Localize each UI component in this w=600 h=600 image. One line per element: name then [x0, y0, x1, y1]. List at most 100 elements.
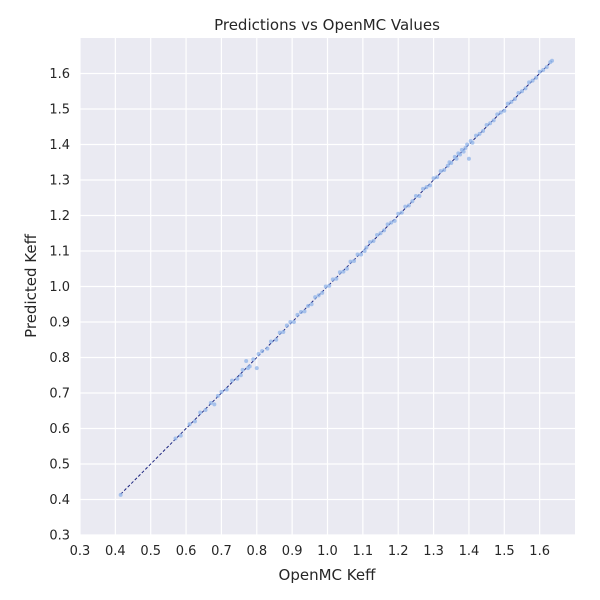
data-point — [291, 320, 296, 324]
y-axis-label: Predicted Keff — [22, 233, 40, 338]
y-tick-labels: 0.3 0.4 0.5 0.6 0.7 0.8 0.9 1.0 1.1 1.2 1.3 1.4 1.5 1… — [49, 67, 70, 544]
data-point — [484, 122, 489, 127]
data-point — [389, 220, 394, 225]
data-point — [327, 283, 332, 288]
y-tick-label: 1.1 — [49, 245, 70, 260]
data-point — [431, 176, 436, 181]
data-point — [208, 400, 213, 405]
data-point — [302, 309, 307, 314]
data-point — [410, 199, 415, 204]
data-point — [306, 304, 311, 309]
data-point — [260, 349, 265, 354]
data-point — [505, 101, 510, 106]
data-point — [470, 140, 475, 145]
data-point — [463, 146, 468, 151]
y-tick-label: 0.3 — [49, 529, 70, 544]
data-point — [268, 339, 273, 344]
data-point — [187, 422, 192, 427]
data-point — [235, 376, 240, 381]
data-point — [364, 245, 369, 250]
data-point — [495, 112, 500, 117]
data-point — [527, 80, 532, 85]
data-point — [288, 320, 293, 324]
data-point — [378, 231, 383, 236]
data-point — [537, 69, 542, 74]
x-axis-label: OpenMC Keff — [279, 566, 377, 584]
data-point — [461, 149, 466, 154]
data-point — [523, 86, 528, 91]
data-point — [438, 169, 443, 174]
data-point — [254, 366, 259, 371]
data-point — [481, 129, 486, 134]
data-point — [247, 364, 252, 369]
data-point — [454, 156, 459, 161]
data-point — [281, 329, 286, 334]
data-point — [477, 131, 482, 136]
data-point — [396, 211, 401, 216]
x-tick-label: 1.5 — [494, 544, 515, 559]
data-point — [445, 163, 450, 168]
data-point — [251, 357, 256, 362]
x-tick-label: 0.8 — [246, 544, 267, 559]
data-point — [516, 91, 521, 96]
data-point — [359, 252, 364, 257]
data-point — [230, 378, 235, 383]
data-point — [330, 277, 335, 282]
y-tick-label: 1.0 — [49, 280, 70, 295]
data-point — [277, 330, 282, 335]
data-point — [265, 346, 270, 351]
data-point — [417, 193, 422, 198]
chart-title: Predictions vs OpenMC Values — [214, 16, 440, 34]
data-point — [219, 389, 224, 394]
data-point — [178, 433, 183, 438]
data-point — [192, 419, 197, 424]
data-point — [362, 249, 367, 253]
data-point — [320, 290, 325, 295]
x-tick-label: 0.9 — [282, 544, 303, 559]
x-tick-label: 1.1 — [353, 544, 374, 559]
y-tick-label: 1.4 — [49, 138, 70, 153]
data-point — [295, 312, 300, 317]
data-point — [309, 302, 314, 307]
data-point — [428, 183, 433, 188]
x-tick-label: 0.6 — [176, 544, 197, 559]
x-tick-label: 0.3 — [70, 544, 91, 559]
data-point — [313, 295, 318, 300]
data-point — [519, 89, 524, 94]
data-point — [385, 222, 390, 227]
x-tick-label: 1.3 — [423, 544, 444, 559]
x-tick-labels: 0.3 0.4 0.5 0.6 0.7 0.8 0.9 1.0 1.1 1.2 1.3 1.4 1.5 1… — [70, 544, 550, 559]
y-tick-label: 1.3 — [49, 174, 70, 189]
data-point — [298, 310, 303, 315]
data-point — [198, 410, 203, 415]
data-point — [118, 492, 123, 497]
data-point — [244, 359, 249, 364]
data-point — [367, 240, 372, 245]
data-point — [215, 393, 220, 398]
data-point — [355, 252, 360, 257]
y-tick-label: 0.9 — [49, 316, 70, 331]
data-point — [371, 239, 376, 244]
data-point — [224, 387, 229, 392]
y-tick-label: 0.4 — [49, 493, 70, 508]
data-point — [458, 152, 463, 157]
data-point — [502, 108, 507, 113]
y-tick-label: 1.2 — [49, 209, 70, 224]
y-tick-label: 0.7 — [49, 387, 70, 402]
data-point — [509, 99, 514, 104]
data-point — [352, 258, 357, 263]
data-point — [466, 156, 471, 161]
data-point — [238, 373, 243, 378]
data-point — [424, 185, 429, 190]
data-point — [240, 367, 245, 372]
data-point — [420, 186, 425, 191]
data-point — [498, 110, 503, 115]
x-tick-label: 0.7 — [211, 544, 232, 559]
data-points — [118, 58, 555, 497]
data-point — [334, 276, 339, 281]
data-point — [316, 293, 321, 298]
data-point — [256, 351, 261, 356]
data-point — [406, 203, 411, 208]
